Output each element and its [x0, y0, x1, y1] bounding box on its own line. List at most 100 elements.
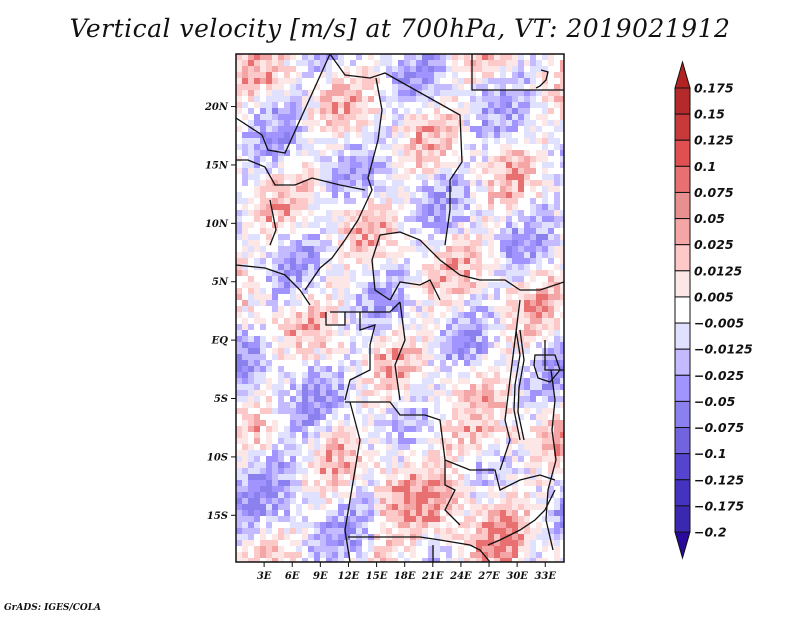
field-cell: [290, 390, 296, 396]
field-cell: [314, 222, 320, 228]
field-cell: [290, 54, 296, 60]
field-cell: [356, 342, 362, 348]
field-cell: [302, 66, 308, 72]
field-cell: [380, 282, 386, 288]
field-cell: [248, 504, 254, 510]
field-cell: [554, 498, 560, 504]
field-cell: [398, 204, 404, 210]
field-cell: [506, 90, 512, 96]
field-cell: [422, 222, 428, 228]
field-cell: [332, 420, 338, 426]
field-cell: [560, 84, 564, 90]
field-cell: [308, 222, 314, 228]
field-cell: [440, 468, 446, 474]
field-cell: [254, 222, 260, 228]
field-cell: [242, 258, 248, 264]
field-cell: [506, 288, 512, 294]
border-line: [329, 54, 463, 246]
field-cell: [368, 378, 374, 384]
field-cell: [488, 480, 494, 486]
field-cell: [434, 546, 440, 552]
field-cell: [392, 114, 398, 120]
field-cell: [302, 204, 308, 210]
field-cell: [380, 102, 386, 108]
field-cell: [458, 456, 464, 462]
field-cell: [410, 360, 416, 366]
field-cell: [266, 96, 272, 102]
field-cell: [320, 108, 326, 114]
field-cell: [338, 60, 344, 66]
field-cell: [398, 294, 404, 300]
field-cell: [512, 198, 518, 204]
field-cell: [506, 132, 512, 138]
field-cell: [410, 432, 416, 438]
field-cell: [374, 174, 380, 180]
field-cell: [416, 192, 422, 198]
field-cell: [518, 552, 524, 558]
field-cell: [266, 444, 272, 450]
field-cell: [440, 246, 446, 252]
field-cell: [356, 360, 362, 366]
field-cell: [464, 462, 470, 468]
field-cell: [284, 312, 290, 318]
field-cell: [464, 510, 470, 516]
field-cell: [356, 210, 362, 216]
field-cell: [314, 336, 320, 342]
field-cell: [530, 510, 536, 516]
field-cell: [530, 282, 536, 288]
field-cell: [278, 558, 284, 562]
field-cell: [434, 306, 440, 312]
field-cell: [344, 252, 350, 258]
field-cell: [380, 396, 386, 402]
field-cell: [452, 396, 458, 402]
field-cell: [500, 108, 506, 114]
field-cell: [530, 540, 536, 546]
field-cell: [464, 360, 470, 366]
field-cell: [314, 204, 320, 210]
field-cell: [506, 522, 512, 528]
field-cell: [248, 174, 254, 180]
field-cell: [524, 444, 530, 450]
colorbar-label: −0.175: [694, 498, 744, 513]
field-cell: [326, 282, 332, 288]
field-cell: [524, 204, 530, 210]
field-cell: [506, 546, 512, 552]
field-cell: [440, 360, 446, 366]
field-cell: [482, 480, 488, 486]
field-cell: [314, 156, 320, 162]
field-cell: [398, 258, 404, 264]
field-cell: [446, 402, 452, 408]
field-cell: [266, 132, 272, 138]
field-cell: [470, 252, 476, 258]
field-cell: [380, 210, 386, 216]
field-cell: [518, 354, 524, 360]
field-cell: [452, 240, 458, 246]
field-cell: [296, 150, 302, 156]
field-cell: [236, 378, 242, 384]
field-cell: [410, 336, 416, 342]
field-cell: [290, 432, 296, 438]
field-cell: [302, 312, 308, 318]
field-cell: [506, 276, 512, 282]
field-cell: [290, 528, 296, 534]
field-cell: [272, 360, 278, 366]
field-cell: [488, 264, 494, 270]
field-cell: [470, 480, 476, 486]
field-cell: [386, 462, 392, 468]
field-cell: [284, 468, 290, 474]
field-cell: [296, 90, 302, 96]
field-cell: [500, 312, 506, 318]
field-cell: [320, 510, 326, 516]
field-cell: [434, 192, 440, 198]
field-cell: [530, 378, 536, 384]
field-cell: [482, 360, 488, 366]
field-cell: [320, 186, 326, 192]
field-cell: [506, 204, 512, 210]
field-cell: [362, 510, 368, 516]
field-cell: [536, 408, 542, 414]
field-cell: [434, 480, 440, 486]
field-cell: [404, 318, 410, 324]
field-cell: [338, 528, 344, 534]
field-cell: [356, 72, 362, 78]
field-cell: [362, 462, 368, 468]
